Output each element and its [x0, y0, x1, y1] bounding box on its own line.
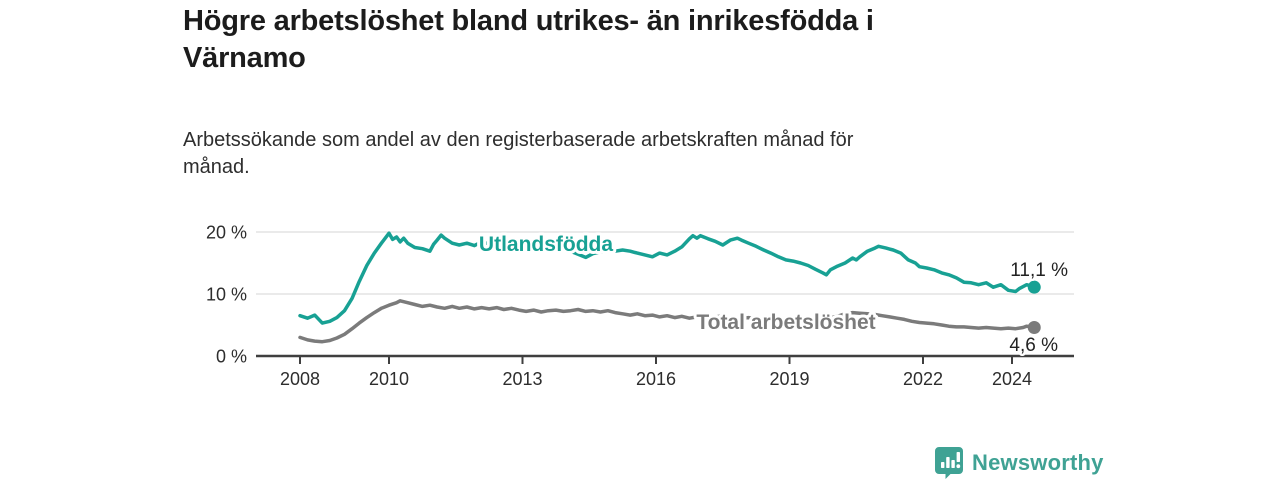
series-line-1	[298, 299, 1037, 344]
series-end-dot-1	[1027, 320, 1041, 334]
chart-subtitle: Arbetssökande som andel av den registerb…	[183, 127, 853, 181]
gridlines	[256, 231, 1074, 295]
x-tick-label: 2024	[992, 369, 1032, 389]
newsworthy-logo[interactable]: Newsworthy	[935, 447, 1104, 479]
x-tick-label: 2010	[369, 369, 409, 389]
series-label-total-arbetsloshet: Total arbetslöshet	[696, 311, 875, 334]
y-tick-label: 10 %	[206, 285, 247, 305]
series-label-utlandsfodda: Utlandsfödda	[479, 233, 613, 256]
y-tick-label: 20 %	[206, 223, 247, 243]
series-line-0	[298, 231, 1037, 325]
y-tick-label: 0 %	[216, 347, 247, 367]
newsworthy-bubble-icon	[935, 447, 963, 479]
series-lines	[298, 231, 1041, 344]
subtitle-line-1: Arbetssökande som andel av den registerb…	[183, 129, 854, 151]
title-line-2: Värnamo	[183, 42, 306, 74]
x-tick-label: 2019	[769, 369, 809, 389]
x-axis	[256, 354, 1074, 364]
end-value-label-utlandsfodda: 11,1 %	[1010, 260, 1068, 281]
subtitle-line-2: månad.	[183, 156, 250, 178]
x-tick-label: 2008	[280, 369, 320, 389]
y-tick-labels: 0 % 10 % 20 %	[206, 223, 247, 367]
page-title: Högre arbetslöshet bland utrikes- än inr…	[183, 3, 874, 77]
series-end-dot-0	[1027, 280, 1041, 294]
x-tick-label: 2022	[903, 369, 943, 389]
newsworthy-wordmark: Newsworthy	[972, 450, 1104, 475]
x-tick-label: 2016	[636, 369, 676, 389]
x-tick-labels: 2008 2010 2013 2016 2019 2022 2024	[280, 369, 1032, 389]
title-line-1: Högre arbetslöshet bland utrikes- än inr…	[183, 5, 874, 37]
x-tick-label: 2013	[502, 369, 542, 389]
end-value-label-total: 4,6 %	[1009, 335, 1058, 356]
